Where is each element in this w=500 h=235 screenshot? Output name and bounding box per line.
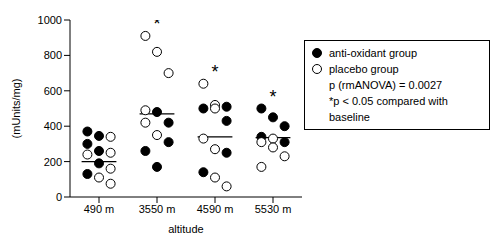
- html-text:placebo group: placebo group: [329, 63, 399, 75]
- svg-text:*: *: [269, 87, 276, 107]
- svg-text:(mUnits/mg): (mUnits/mg): [10, 79, 22, 139]
- svg-text:4590 m: 4590 m: [197, 203, 234, 215]
- html-text:p (rmANOVA) = 0.0027: p (rmANOVA) = 0.0027: [329, 79, 443, 91]
- svg-text:5530 m: 5530 m: [255, 203, 292, 215]
- svg-text:0: 0: [56, 191, 62, 203]
- svg-text:490 m: 490 m: [84, 203, 115, 215]
- svg-text:3550 m: 3550 m: [139, 203, 176, 215]
- svg-text:*: *: [211, 62, 218, 82]
- svg-text:altitude: altitude: [168, 223, 203, 235]
- svg-text:800: 800: [44, 49, 62, 61]
- svg-text:600: 600: [44, 85, 62, 97]
- svg-text:1000: 1000: [38, 14, 62, 26]
- html-text:anti-oxidant group: anti-oxidant group: [329, 47, 418, 59]
- svg-text:*: *: [153, 20, 160, 34]
- html-text:*p < 0.05 compared with baseli: *p < 0.05 compared with baseline: [329, 95, 448, 123]
- svg-text:400: 400: [44, 120, 62, 132]
- svg-text:200: 200: [44, 156, 62, 168]
